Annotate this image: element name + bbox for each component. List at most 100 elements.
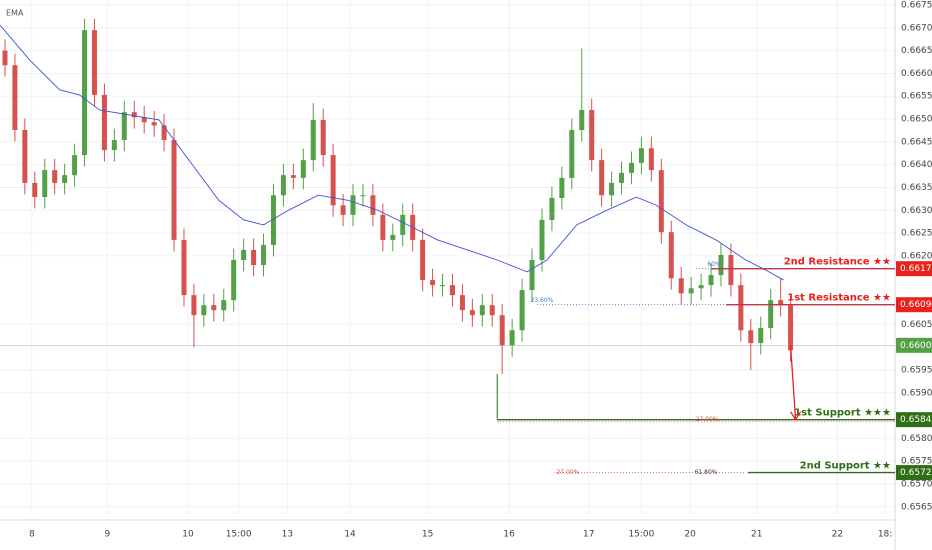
candle-body	[768, 300, 774, 328]
candle-body	[499, 315, 505, 346]
price-box-label: 0.66093	[900, 300, 932, 310]
candle-body	[788, 305, 794, 351]
price-box	[896, 465, 932, 481]
candle-body	[579, 109, 585, 131]
candle-body	[420, 239, 426, 281]
candle-body	[82, 30, 88, 156]
candle-body	[290, 175, 296, 178]
candle-body	[449, 285, 455, 296]
fib-label: -27.00%	[554, 469, 579, 476]
candle-body	[509, 330, 515, 346]
candle-body	[280, 175, 286, 196]
ema-line	[0, 24, 784, 281]
candle-body	[619, 172, 625, 183]
candle-body	[42, 170, 48, 198]
y-tick-label: 0.6605	[901, 320, 932, 330]
candle-body	[658, 170, 664, 233]
candle-body	[469, 310, 475, 316]
price-box-label: 0.66172	[900, 264, 932, 274]
candle-body	[609, 182, 615, 196]
candle-body	[748, 330, 754, 344]
x-tick-label: 17	[583, 530, 594, 540]
candle-body	[350, 195, 356, 215]
candle-body	[529, 260, 535, 291]
x-tick-label: 18:	[878, 530, 892, 540]
arrow-head	[790, 411, 802, 421]
candle-body	[758, 327, 764, 344]
candle-body	[340, 205, 346, 215]
candle-body	[231, 260, 237, 301]
candle-body	[62, 175, 68, 183]
candle-body	[32, 182, 38, 198]
candle-body	[778, 300, 784, 306]
candle-body	[141, 117, 147, 123]
candle-body	[300, 160, 306, 178]
candle-body	[489, 305, 495, 316]
candle-body	[430, 280, 436, 286]
price-box	[896, 337, 932, 353]
candle-body	[708, 275, 714, 286]
candle-body	[380, 214, 386, 240]
candle-body	[549, 197, 555, 220]
x-tick-label: 15:00	[628, 530, 654, 540]
candle-body	[738, 285, 744, 331]
candle-body	[52, 170, 58, 183]
candle-body	[330, 155, 336, 206]
x-tick-label: 10	[182, 530, 194, 540]
x-tick-label: 22	[832, 530, 843, 540]
candle-body	[628, 162, 634, 173]
candle-body	[320, 119, 326, 156]
candle-body	[161, 125, 167, 141]
x-tick-label: 16	[503, 530, 515, 540]
candle-body	[181, 239, 187, 296]
candle-body	[728, 254, 734, 286]
level-label: 1st Resistance ★★	[787, 293, 891, 304]
candle-body	[400, 214, 406, 235]
candle-body	[261, 244, 267, 266]
price-box	[896, 261, 932, 277]
candle-body	[360, 195, 366, 197]
candle-body	[111, 140, 117, 151]
candle-body	[241, 249, 247, 261]
candle-body	[310, 119, 316, 161]
candle-body	[688, 288, 694, 294]
candle-body	[91, 30, 97, 95]
fib-label: 60%	[707, 261, 721, 268]
candle-body	[569, 130, 575, 178]
x-tick-label: 9	[105, 530, 111, 540]
candle-body	[648, 148, 654, 171]
level-label: 2nd Resistance ★★	[784, 257, 891, 268]
level-label: 2nd Support ★★	[800, 461, 891, 472]
fib-label: 23.60%	[531, 297, 554, 304]
x-tick-label: 8	[29, 530, 35, 540]
candle-body	[12, 65, 18, 131]
price-box-label: 0.65725	[900, 468, 932, 478]
level-label: 1st Support ★★★	[794, 408, 891, 419]
x-tick-label: 20	[684, 530, 696, 540]
candle-body	[211, 305, 217, 311]
candle-body	[698, 285, 704, 289]
x-tick-label: 15:00	[226, 530, 252, 540]
price-box	[896, 297, 932, 313]
candle-body	[599, 160, 605, 196]
candle-body	[440, 285, 446, 287]
candle-body	[678, 278, 684, 294]
candle-body	[459, 295, 465, 311]
candle-body	[519, 290, 525, 331]
x-tick-label: 13	[282, 530, 293, 540]
candle-body	[2, 50, 8, 66]
